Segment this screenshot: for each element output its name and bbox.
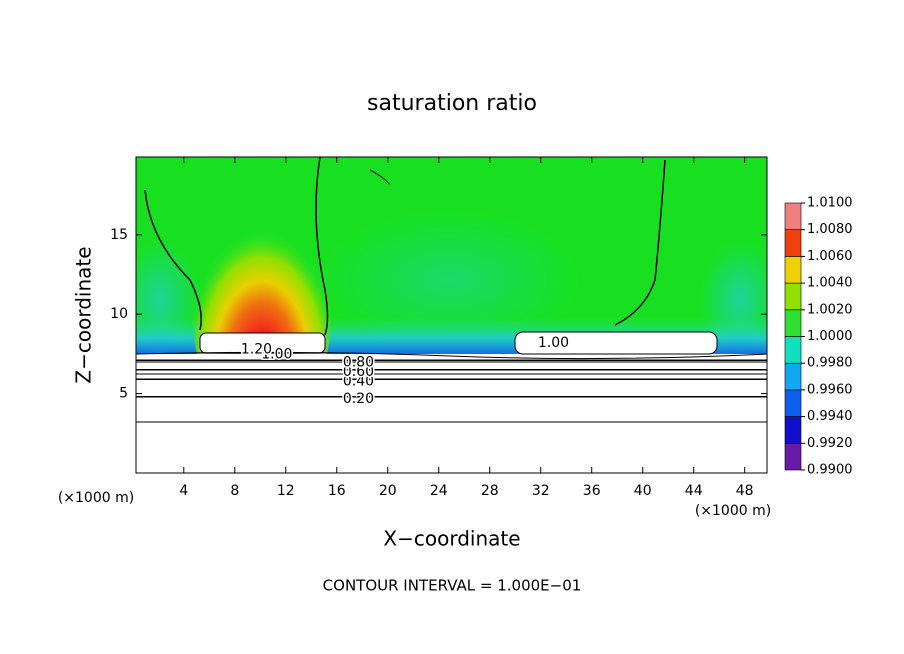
x-tick-label: 48	[736, 483, 754, 499]
x-tick-label: 28	[481, 483, 499, 499]
contour-label: 0.20	[343, 391, 374, 407]
contour-label: 1.00	[538, 335, 569, 351]
colorbar-label: 1.0080	[807, 222, 853, 237]
x-tick-label: 32	[532, 483, 550, 499]
colorbar-label: 1.0060	[807, 249, 853, 264]
colorbar-label: 1.0040	[807, 276, 853, 291]
colorbar-band	[784, 442, 802, 471]
x-tick-label: 12	[277, 483, 295, 499]
x-tick-label: 24	[430, 483, 448, 499]
colorbar-label: 0.9980	[807, 356, 853, 371]
colorbar-band	[784, 416, 802, 444]
colorbar-band	[784, 336, 802, 364]
x-tick-label: 16	[328, 483, 346, 499]
contour-label: 1.20	[241, 342, 272, 358]
colorbar-label: 1.0000	[807, 329, 853, 344]
colorbar-band	[784, 362, 802, 391]
colorbar-band	[784, 256, 802, 284]
contour-label: 0.80	[343, 354, 374, 370]
x-tick-label: 4	[179, 483, 188, 499]
x-unit: (×1000 m)	[695, 503, 771, 519]
y-tick-label: 10	[110, 306, 128, 322]
contour-label: 1.00	[261, 346, 292, 362]
x-unit: (×1000 m)	[58, 490, 134, 506]
contour-label: 0.40	[343, 373, 374, 389]
colorbar-band	[784, 309, 802, 337]
colorbar-band	[784, 229, 802, 257]
colorbar-band	[784, 282, 802, 311]
plot-frame	[135, 156, 768, 474]
x-tick-label: 36	[583, 483, 601, 499]
x-tick-label: 40	[634, 483, 652, 499]
field	[136, 157, 767, 473]
x-tick-label: 8	[230, 483, 239, 499]
footer-note: CONTOUR INTERVAL = 1.000E−01	[323, 577, 582, 595]
colorbar-label: 0.9900	[807, 463, 853, 478]
colorbar-label: 0.9960	[807, 382, 853, 397]
colorbar-label: 1.0100	[807, 196, 853, 211]
colorbar-band	[784, 202, 802, 231]
x-axis-title: X−coordinate	[383, 527, 520, 551]
contour-label: 0.60	[343, 364, 374, 380]
y-tick-label: 5	[119, 386, 128, 402]
chart-title: saturation ratio	[367, 91, 537, 116]
y-axis-title: Z−coordinate	[72, 246, 96, 383]
colorbar-band	[784, 389, 802, 417]
colorbar-label: 0.9920	[807, 436, 853, 451]
colorbar-label: 0.9940	[807, 409, 853, 424]
colorbar-label: 1.0020	[807, 302, 853, 317]
x-tick-label: 20	[379, 483, 397, 499]
y-tick-label: 15	[110, 227, 128, 243]
x-tick-label: 44	[685, 483, 703, 499]
